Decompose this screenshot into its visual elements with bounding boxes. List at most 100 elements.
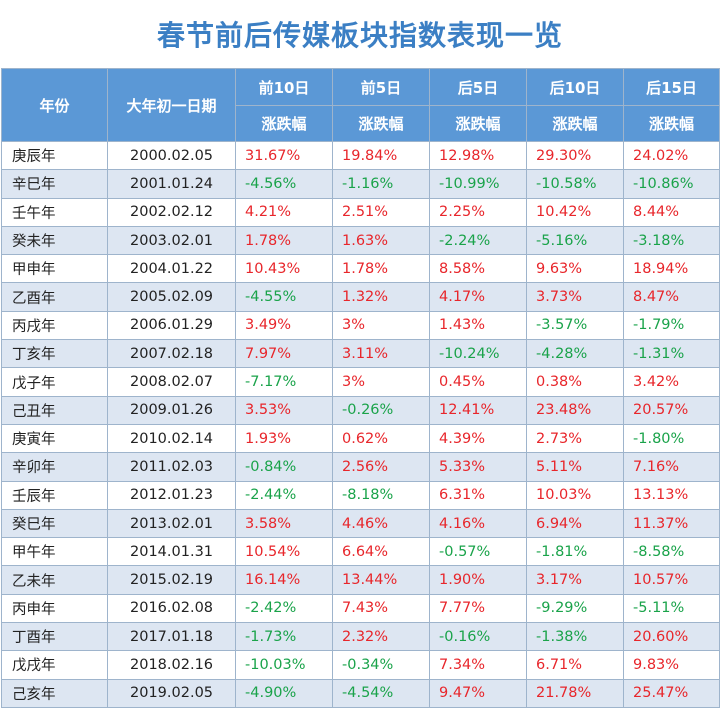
change-value-cell: 7.34%: [429, 650, 527, 680]
change-value-cell: 24.02%: [623, 140, 720, 171]
change-value-cell: 8.47%: [623, 282, 720, 312]
change-value-cell: -0.57%: [429, 537, 527, 567]
date-cell: 2018.02.16: [107, 650, 236, 680]
change-value-cell: -3.57%: [526, 310, 624, 341]
date-cell: 2002.02.12: [107, 197, 236, 227]
change-value-cell: 20.60%: [623, 622, 720, 652]
table-row: 丙戌年 2006.01.29 3.49% 3% 1.43% -3.57% -1.79%: [1, 310, 720, 341]
change-value-cell: -10.58%: [526, 169, 624, 199]
change-value-cell: 10.43%: [235, 254, 333, 284]
year-cell: 壬辰年: [1, 480, 108, 510]
change-value-cell: 7.16%: [623, 452, 720, 482]
header-metric: 涨跌幅: [332, 105, 430, 142]
change-value-cell: 5.11%: [526, 452, 624, 482]
year-cell: 戊戌年: [1, 650, 108, 680]
table-row: 甲午年 2014.01.31 10.54% 6.64% -0.57% -1.81% -8.5…: [1, 537, 720, 567]
change-value-cell: -3.18%: [623, 225, 720, 256]
change-value-cell: 8.58%: [429, 254, 527, 284]
change-value-cell: 6.31%: [429, 480, 527, 510]
table-row: 辛卯年 2011.02.03 -0.84% 2.56% 5.33% 5.11% 7.16%: [1, 452, 720, 482]
change-value-cell: 4.46%: [332, 508, 430, 539]
change-value-cell: -5.16%: [526, 225, 624, 256]
year-cell: 乙酉年: [1, 282, 108, 312]
date-cell: 2012.01.23: [107, 480, 236, 510]
change-value-cell: 23.48%: [526, 395, 624, 425]
date-cell: 2003.02.01: [107, 225, 236, 256]
table-row: 己亥年 2019.02.05 -4.90% -4.54% 9.47% 21.78% 25.4…: [1, 678, 720, 708]
change-value-cell: 10.54%: [235, 537, 333, 567]
date-cell: 2016.02.08: [107, 593, 236, 624]
change-value-cell: 16.14%: [235, 565, 333, 595]
change-value-cell: -4.55%: [235, 282, 333, 312]
table-row: 辛巳年 2001.01.24 -4.56% -1.16% -10.99% -10.58% -…: [1, 169, 720, 199]
change-value-cell: 9.47%: [429, 678, 527, 708]
change-value-cell: 3.58%: [235, 508, 333, 539]
change-value-cell: 12.98%: [429, 140, 527, 171]
change-value-cell: 7.97%: [235, 339, 333, 369]
date-cell: 2001.01.24: [107, 169, 236, 199]
year-cell: 甲午年: [1, 537, 108, 567]
table-row: 丙申年 2016.02.08 -2.42% 7.43% 7.77% -9.29% -5.11…: [1, 593, 720, 624]
change-value-cell: 3%: [332, 310, 430, 341]
change-value-cell: 3.73%: [526, 282, 624, 312]
change-value-cell: 12.41%: [429, 395, 527, 425]
header-metric: 涨跌幅: [235, 105, 333, 142]
change-value-cell: -2.24%: [429, 225, 527, 256]
change-value-cell: 4.39%: [429, 423, 527, 454]
date-cell: 2009.01.26: [107, 395, 236, 425]
date-cell: 2011.02.03: [107, 452, 236, 482]
change-value-cell: 20.57%: [623, 395, 720, 425]
change-value-cell: -4.54%: [332, 678, 430, 708]
change-value-cell: 10.03%: [526, 480, 624, 510]
change-value-cell: -4.28%: [526, 339, 624, 369]
year-cell: 己丑年: [1, 395, 108, 425]
table-row: 壬午年 2002.02.12 4.21% 2.51% 2.25% 10.42% 8.44%: [1, 197, 720, 227]
change-value-cell: -1.79%: [623, 310, 720, 341]
table-row: 乙酉年 2005.02.09 -4.55% 1.32% 4.17% 3.73% 8.47%: [1, 282, 720, 312]
change-value-cell: -1.38%: [526, 622, 624, 652]
table-row: 癸未年 2003.02.01 1.78% 1.63% -2.24% -5.16% -3.18…: [1, 225, 720, 256]
change-value-cell: 0.62%: [332, 423, 430, 454]
change-value-cell: 3.42%: [623, 367, 720, 397]
year-cell: 丁亥年: [1, 339, 108, 369]
header-metric: 涨跌幅: [429, 105, 527, 142]
date-cell: 2014.01.31: [107, 537, 236, 567]
header-date: 大年初一日期: [107, 68, 236, 142]
year-cell: 癸巳年: [1, 508, 108, 539]
change-value-cell: 3.49%: [235, 310, 333, 341]
date-cell: 2017.01.18: [107, 622, 236, 652]
change-value-cell: 7.43%: [332, 593, 430, 624]
change-value-cell: -10.99%: [429, 169, 527, 199]
table-row: 戊戌年 2018.02.16 -10.03% -0.34% 7.34% 6.71% 9.83…: [1, 650, 720, 680]
change-value-cell: -4.90%: [235, 678, 333, 708]
change-value-cell: -1.16%: [332, 169, 430, 199]
change-value-cell: 1.63%: [332, 225, 430, 256]
change-value-cell: 4.21%: [235, 197, 333, 227]
change-value-cell: -8.58%: [623, 537, 720, 567]
table-row: 戊子年 2008.02.07 -7.17% 3% 0.45% 0.38% 3.42%: [1, 367, 720, 397]
date-cell: 2004.01.22: [107, 254, 236, 284]
change-value-cell: 1.90%: [429, 565, 527, 595]
change-value-cell: 4.17%: [429, 282, 527, 312]
change-value-cell: -4.56%: [235, 169, 333, 199]
header-period: 前10日: [235, 68, 333, 106]
change-value-cell: -0.34%: [332, 650, 430, 680]
change-value-cell: -1.81%: [526, 537, 624, 567]
table-header: 年份 大年初一日期 前10日 前5日 后5日 后10日 后15日 涨跌幅 涨跌幅…: [1, 68, 720, 142]
year-cell: 丁酉年: [1, 622, 108, 652]
table-row: 壬辰年 2012.01.23 -2.44% -8.18% 6.31% 10.03% 13.1…: [1, 480, 720, 510]
change-value-cell: 2.25%: [429, 197, 527, 227]
header-period: 后15日: [623, 68, 720, 106]
table-row: 庚辰年 2000.02.05 31.67% 19.84% 12.98% 29.30% 24.…: [1, 140, 720, 171]
change-value-cell: 6.71%: [526, 650, 624, 680]
table-row: 己丑年 2009.01.26 3.53% -0.26% 12.41% 23.48% 20.5…: [1, 395, 720, 425]
change-value-cell: -0.84%: [235, 452, 333, 482]
change-value-cell: 1.32%: [332, 282, 430, 312]
change-value-cell: -10.86%: [623, 169, 720, 199]
header-period: 后5日: [429, 68, 527, 106]
date-cell: 2010.02.14: [107, 423, 236, 454]
change-value-cell: -7.17%: [235, 367, 333, 397]
change-value-cell: -1.80%: [623, 423, 720, 454]
year-cell: 丙申年: [1, 593, 108, 624]
date-cell: 2015.02.19: [107, 565, 236, 595]
